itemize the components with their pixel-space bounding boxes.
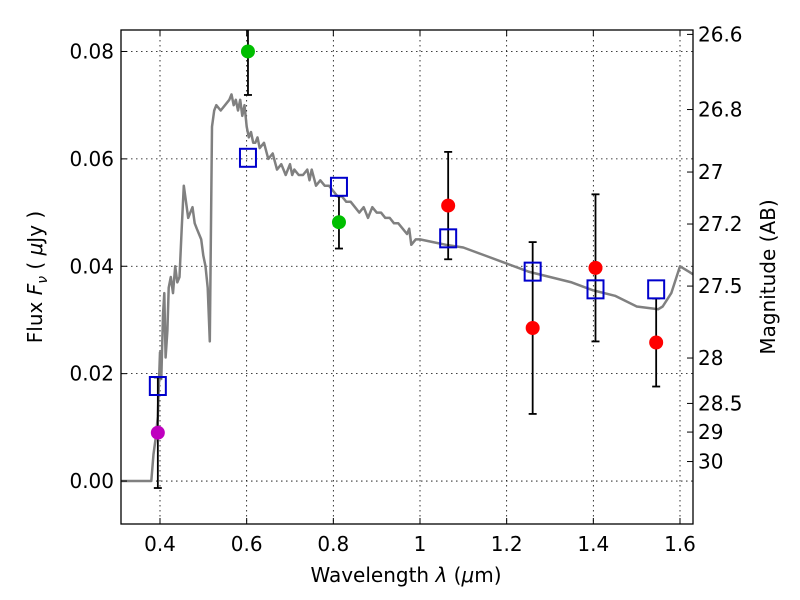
x-tick-label: 1.2: [491, 532, 523, 556]
tick-marks: [121, 30, 693, 524]
right-tick-label: 27: [698, 160, 723, 184]
plot-area: [121, 30, 694, 489]
x-tick-label: 1: [414, 532, 427, 556]
observed-flux-point: [240, 44, 255, 59]
observed-flux-point: [150, 425, 165, 440]
axes-frame: [120, 29, 694, 525]
observed-flux-point: [588, 260, 603, 275]
right-tick-label: 27.2: [698, 212, 743, 236]
x-tick-label: 1.6: [664, 532, 696, 556]
observed-flux-point: [525, 321, 540, 336]
sed-model-line: [121, 93, 694, 483]
observed-flux-point: [331, 215, 346, 230]
y-axis-label: Flux Fν ( μJy ): [23, 211, 51, 343]
right-tick-label: 28: [698, 346, 723, 370]
model-photometry-square: [238, 147, 257, 168]
model-photometry-square: [586, 279, 605, 300]
right-tick-label: 26.6: [698, 22, 743, 46]
right-tick-label: 30: [698, 450, 723, 474]
grid: [121, 30, 693, 524]
right-tick-label: 29: [698, 420, 723, 444]
y-tick-label: 0.08: [69, 39, 114, 63]
observed-flux-point: [441, 198, 456, 213]
model-photometry-square: [439, 228, 458, 249]
model-photometry-square: [647, 279, 666, 300]
x-axis-label: Wavelength λ (μm): [310, 563, 501, 587]
right-tick-label: 27.5: [698, 274, 743, 298]
model-photometry-square: [523, 261, 542, 282]
observed-flux-point: [649, 335, 664, 350]
tick-labels: 0.4 0.6 0.8 1 1.2 1.4 1.6 0.00 0.02 0.04 0.06 0.08 2…: [69, 22, 742, 556]
right-tick-label: 28.5: [698, 391, 743, 415]
x-tick-label: 0.6: [231, 532, 263, 556]
model-photometry-square: [329, 176, 348, 197]
y-tick-label: 0.02: [69, 362, 114, 386]
right-axis-label: Magnitude (AB): [756, 199, 780, 354]
y-tick-label: 0.04: [69, 254, 114, 278]
y-tick-label: 0.00: [69, 469, 114, 493]
x-tick-label: 1.4: [577, 532, 609, 556]
model-photometry-square: [148, 376, 167, 397]
y-tick-label: 0.06: [69, 147, 114, 171]
x-tick-label: 0.4: [144, 532, 176, 556]
right-tick-label: 26.8: [698, 98, 743, 122]
x-tick-label: 0.8: [317, 532, 349, 556]
